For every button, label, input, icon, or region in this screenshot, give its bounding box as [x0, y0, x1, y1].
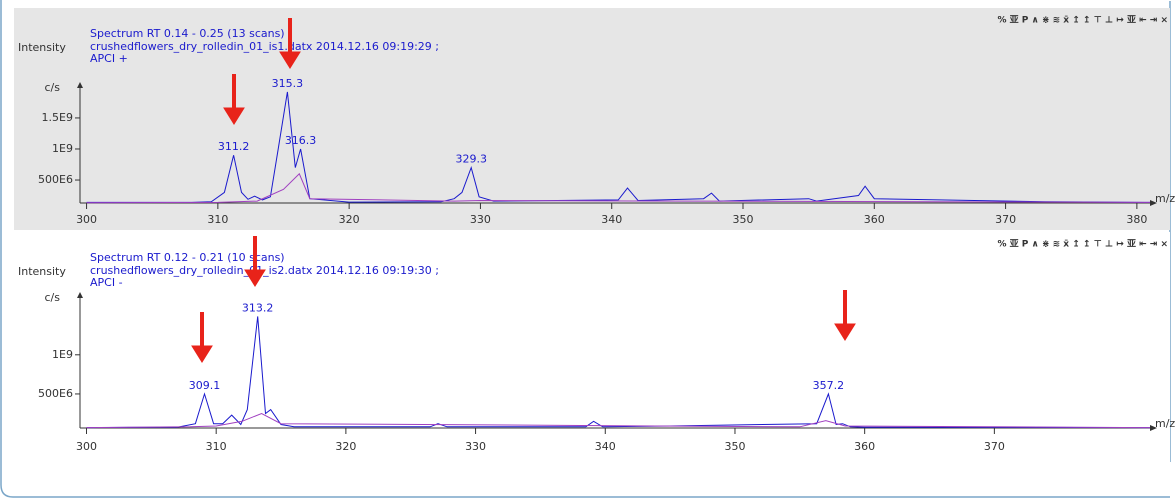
peak-label: 357.2 [813, 379, 845, 392]
y-tick-label: 1E9 [52, 142, 73, 155]
x-tick-label: 370 [984, 440, 1005, 453]
y-tick-label: 500E6 [38, 387, 73, 400]
x-tick-label: 310 [206, 440, 227, 453]
y-tick-label: 1E9 [52, 348, 73, 361]
x-tick-label: 350 [724, 440, 745, 453]
x-axis-label: m/z [1155, 192, 1175, 205]
chart-title: Spectrum RT 0.14 - 0.25 (13 scans) [90, 27, 285, 40]
chart-subtitle: crushedflowers_dry_rolledin_01_is1.datx … [90, 40, 439, 53]
mode: APCI + [90, 52, 128, 65]
peak-label: 315.3 [272, 77, 304, 90]
x-tick-label: 330 [470, 213, 491, 226]
y-unit: c/s [45, 81, 61, 94]
spectrum-line [86, 172, 1151, 204]
y-tick-label: 1.5E9 [42, 111, 73, 124]
x-tick-label: 370 [995, 213, 1016, 226]
x-tick-label: 350 [733, 213, 754, 226]
mode: APCI - [90, 276, 123, 289]
x-tick-label: 310 [207, 213, 228, 226]
panel-1 [14, 8, 1170, 230]
chart-title: Spectrum RT 0.12 - 0.21 (10 scans) [90, 251, 285, 264]
peak-label: 311.2 [218, 140, 250, 153]
y-axis-label: Intensity [18, 265, 66, 278]
x-tick-label: 320 [335, 440, 356, 453]
x-tick-label: 320 [339, 213, 360, 226]
y-arrow [77, 82, 83, 88]
x-tick-label: 300 [76, 213, 97, 226]
x-tick-label: 330 [465, 440, 486, 453]
x-tick-label: 300 [76, 440, 97, 453]
x-tick-label: 360 [864, 213, 885, 226]
y-arrow [77, 292, 83, 298]
x-tick-label: 360 [854, 440, 875, 453]
x-tick-label: 340 [601, 213, 622, 226]
x-tick-label: 340 [595, 440, 616, 453]
toolbar: % 亚 P ∧ ⋇ ≋ x̄ ↥ ↥ ⊤ ⊥ ↦ 亚 ⇤ ⇥ × [997, 239, 1168, 250]
peak-label: 309.1 [189, 379, 221, 392]
arrows [191, 18, 856, 363]
x-tick-label: 380 [1126, 213, 1147, 226]
y-tick-label: 500E6 [38, 173, 73, 186]
spectrum-line [86, 412, 1151, 429]
spectrum-line [86, 91, 1151, 203]
x-arrow [1150, 425, 1157, 431]
peak-label: 313.2 [242, 301, 274, 314]
x-axis-label: m/z [1155, 417, 1175, 430]
y-unit: c/s [45, 291, 61, 304]
spectrum-line [86, 316, 1151, 429]
peak-label: 329.3 [455, 153, 487, 166]
toolbar: % 亚 P ∧ ⋇ ≋ x̄ ↥ ↥ ⊤ ⊥ ↦ 亚 ⇤ ⇥ × [997, 15, 1168, 26]
x-arrow [1150, 200, 1157, 206]
y-axis-label: Intensity [18, 41, 66, 54]
peak-label: 316.3 [285, 134, 317, 147]
